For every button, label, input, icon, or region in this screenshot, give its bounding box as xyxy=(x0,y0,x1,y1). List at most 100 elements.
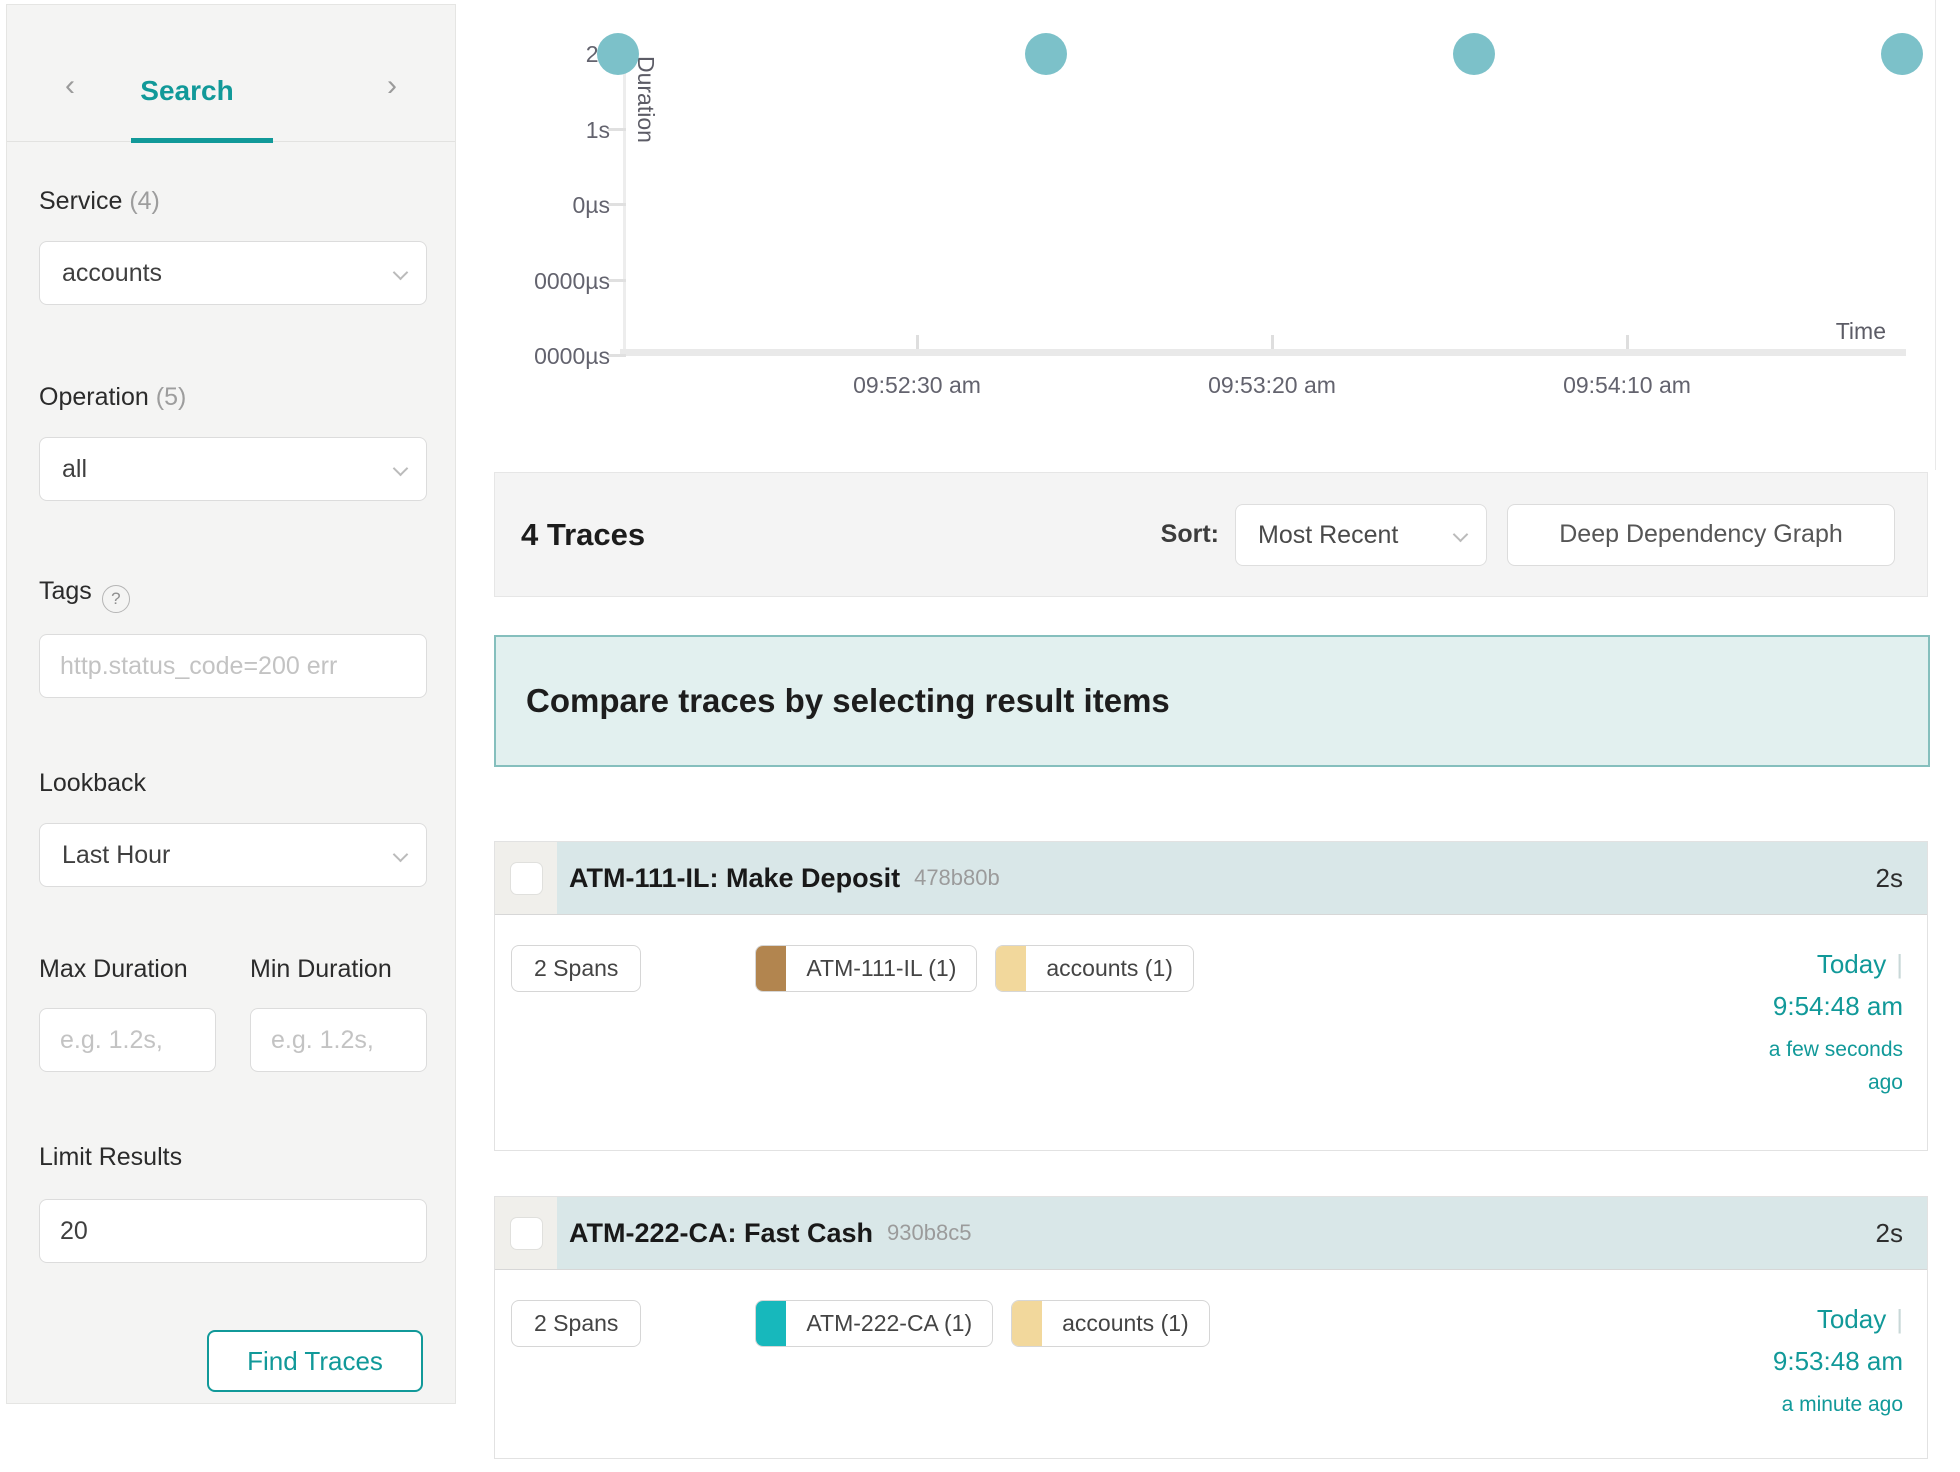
service-tag: ATM-111-IL (1) xyxy=(755,945,978,992)
tags-input[interactable] xyxy=(39,634,427,698)
trace-select-checkbox[interactable] xyxy=(509,861,543,895)
compare-banner-text: Compare traces by selecting result items xyxy=(526,682,1170,719)
service-tag: accounts (1) xyxy=(1011,1300,1210,1347)
trace-id: 478b80b xyxy=(914,865,1000,890)
x-tick-mark xyxy=(1271,335,1274,349)
trace-meta-row: 2 Spans ATM-222-CA (1) accounts (1) xyxy=(511,1300,1228,1347)
results-header-bar: 4 Traces Sort: Most Recent Deep Dependen… xyxy=(494,472,1928,597)
tab-search[interactable]: Search xyxy=(140,75,234,106)
trace-scatter-point[interactable] xyxy=(1025,33,1067,75)
chevron-down-icon xyxy=(392,846,409,863)
trace-date-text: Today xyxy=(1816,1304,1887,1334)
trace-title: ATM-111-IL: Make Deposit xyxy=(569,862,901,893)
trace-card-body: 2 Spans ATM-111-IL (1) accounts (1) Toda… xyxy=(495,915,1927,1150)
y-tick-label: 0000µs xyxy=(534,267,610,294)
service-tag-label: ATM-222-CA (1) xyxy=(806,1310,973,1336)
chevron-down-icon xyxy=(392,264,409,281)
lookback-select-value: Last Hour xyxy=(62,841,171,869)
trace-id: 930b8c5 xyxy=(887,1220,972,1245)
trace-time-meta: Today | 9:54:48 am a few seconds ago xyxy=(1743,949,1903,1099)
y-tick-mark xyxy=(608,203,626,206)
compare-banner: Compare traces by selecting result items xyxy=(494,635,1930,767)
search-sidebar: ‹ Search › Service (4) accounts Operatio… xyxy=(6,4,456,1404)
tags-label-text: Tags xyxy=(39,577,92,605)
trace-title: ATM-222-CA: Fast Cash xyxy=(569,1217,874,1248)
chevron-down-icon xyxy=(392,460,409,477)
next-tab-arrow-icon[interactable]: › xyxy=(387,69,397,102)
service-tag: ATM-222-CA (1) xyxy=(755,1300,994,1347)
service-select[interactable]: accounts xyxy=(39,241,427,305)
y-axis-line xyxy=(623,36,626,357)
sort-select[interactable]: Most Recent xyxy=(1235,503,1487,566)
trace-card-header: ATM-222-CA: Fast Cash 930b8c5 2s xyxy=(495,1197,1927,1270)
duration-scatter-chart: Duration Time 2s 1s 0µs 0000µs 0000µs 09:52:3… xyxy=(494,0,1936,470)
y-tick-label: 0µs xyxy=(572,192,610,218)
service-label: Service (4) xyxy=(39,187,160,216)
x-axis-title: Time xyxy=(1835,318,1886,344)
limit-results-input[interactable] xyxy=(39,1199,427,1263)
deep-dependency-graph-button[interactable]: Deep Dependency Graph xyxy=(1507,503,1895,566)
trace-scatter-point[interactable] xyxy=(597,33,639,75)
trace-select-checkbox[interactable] xyxy=(509,1216,543,1250)
trace-timestamp: 9:53:48 am xyxy=(1772,1346,1903,1376)
trace-time-meta: Today | 9:53:48 am a minute ago xyxy=(1773,1304,1903,1422)
trace-result-card[interactable]: ATM-222-CA: Fast Cash 930b8c5 2s 2 Spans… xyxy=(494,1196,1928,1459)
min-duration-input[interactable] xyxy=(250,1008,427,1072)
date-time-divider: | xyxy=(1896,949,1903,979)
service-count: (4) xyxy=(129,187,160,215)
x-tick-mark xyxy=(1626,335,1629,349)
span-count-pill: 2 Spans xyxy=(511,945,642,992)
operation-label: Operation (5) xyxy=(39,383,186,412)
trace-duration: 2s xyxy=(1875,862,1903,893)
service-label-text: Service xyxy=(39,187,123,215)
active-tab-underline xyxy=(131,138,273,143)
trace-result-card[interactable]: ATM-111-IL: Make Deposit 478b80b 2s 2 Sp… xyxy=(494,841,1928,1151)
trace-card-header-main[interactable]: ATM-222-CA: Fast Cash 930b8c5 2s xyxy=(557,1197,1927,1269)
max-duration-input[interactable] xyxy=(39,1008,216,1072)
lookback-select[interactable]: Last Hour xyxy=(39,823,427,887)
trace-date: Today | xyxy=(1743,949,1903,980)
operation-count: (5) xyxy=(155,383,187,411)
trace-count: 4 Traces xyxy=(521,516,646,552)
x-tick-label: 09:53:20 am xyxy=(1208,372,1336,398)
x-tick-mark xyxy=(916,335,919,349)
trace-meta-row: 2 Spans ATM-111-IL (1) accounts (1) xyxy=(511,945,1212,992)
checkbox-cell xyxy=(495,1197,557,1269)
trace-date-text: Today xyxy=(1816,949,1887,979)
trace-date: Today | xyxy=(1773,1304,1903,1335)
trace-timestamp: 9:54:48 am xyxy=(1772,991,1903,1021)
date-time-divider: | xyxy=(1896,1304,1903,1334)
trace-relative-time: a minute ago xyxy=(1781,1393,1903,1416)
x-tick-label: 09:54:10 am xyxy=(1563,372,1691,398)
trace-duration: 2s xyxy=(1875,1217,1903,1248)
y-tick-label: 1s xyxy=(585,116,610,143)
y-tick-label: 2s xyxy=(494,41,610,68)
trace-scatter-point[interactable] xyxy=(1881,33,1923,75)
prev-tab-arrow-icon[interactable]: ‹ xyxy=(65,69,75,102)
y-tick-mark xyxy=(608,278,626,282)
y-tick-mark xyxy=(608,354,626,357)
checkbox-cell xyxy=(495,842,557,914)
limit-results-label: Limit Results xyxy=(39,1143,183,1171)
find-traces-button[interactable]: Find Traces xyxy=(207,1330,423,1392)
trace-scatter-point[interactable] xyxy=(1453,33,1495,75)
service-select-value: accounts xyxy=(62,259,163,287)
chevron-down-icon xyxy=(1452,526,1469,542)
help-icon[interactable]: ? xyxy=(101,585,130,613)
y-tick-label: 0000µs xyxy=(534,343,610,369)
service-tag-label: accounts (1) xyxy=(1062,1310,1189,1336)
service-tag-label: ATM-111-IL (1) xyxy=(806,955,957,981)
y-axis-title: Duration xyxy=(633,56,659,143)
operation-select-value: all xyxy=(62,455,88,483)
trace-card-header-main[interactable]: ATM-111-IL: Make Deposit 478b80b 2s xyxy=(557,842,1927,914)
x-tick-label: 09:52:30 am xyxy=(853,372,981,398)
lookback-label: Lookback xyxy=(39,769,146,798)
trace-card-header: ATM-111-IL: Make Deposit 478b80b 2s xyxy=(495,842,1927,915)
x-axis-line xyxy=(620,349,1906,356)
lookback-label-text: Lookback xyxy=(39,769,147,797)
y-tick-mark xyxy=(608,127,626,131)
trace-relative-time: a few seconds ago xyxy=(1768,1038,1903,1094)
operation-select[interactable]: all xyxy=(39,437,427,501)
min-duration-label: Min Duration xyxy=(250,955,392,983)
